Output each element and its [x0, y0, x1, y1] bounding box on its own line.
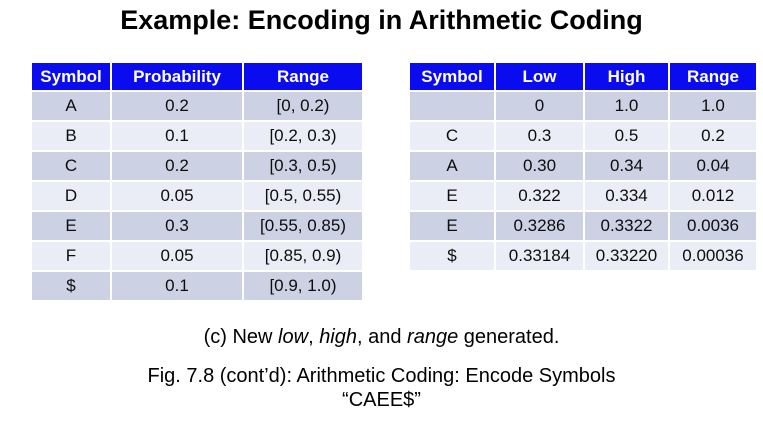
table-row: B 0.1 [0.2, 0.3): [32, 122, 362, 150]
table-cell: [410, 92, 494, 120]
table-cell: 0.012: [670, 182, 756, 210]
table-cell: 0.334: [585, 182, 668, 210]
table-cell: [0.55, 0.85): [244, 212, 362, 240]
table-row: A 0.30 0.34 0.04: [410, 152, 756, 180]
table-cell: 0.05: [112, 182, 242, 210]
table-cell: $: [410, 242, 494, 270]
table-row: D 0.05 [0.5, 0.55): [32, 182, 362, 210]
header-row: Symbol Low High Range: [410, 63, 756, 90]
figure-caption-line2: “CAEE$”: [342, 389, 421, 411]
table-cell: 1.0: [585, 92, 668, 120]
table-cell: 0.30: [496, 152, 583, 180]
tables-container: Symbol Probability Range A 0.2 [0, 0.2) B 0.1 [0…: [30, 61, 758, 302]
column-header: High: [585, 63, 668, 90]
table-cell: F: [32, 242, 110, 270]
table-cell: 0.3: [496, 122, 583, 150]
caption-italic-high: high: [319, 326, 357, 348]
table-cell: [0.9, 1.0): [244, 272, 362, 300]
subfigure-caption: (c) New low, high, and range generated.: [0, 326, 763, 349]
table-cell: 0.2: [112, 92, 242, 120]
table-cell: 0.1: [112, 272, 242, 300]
table-cell: 1.0: [670, 92, 756, 120]
table-cell: 0.04: [670, 152, 756, 180]
table-cell: [0.5, 0.55): [244, 182, 362, 210]
column-header: Low: [496, 63, 583, 90]
table-cell: 0.3: [112, 212, 242, 240]
table-cell: A: [32, 92, 110, 120]
table-cell: C: [32, 152, 110, 180]
caption-italic-range: range: [407, 326, 459, 348]
table-row: 0 1.0 1.0: [410, 92, 756, 120]
table-row: F 0.05 [0.85, 0.9): [32, 242, 362, 270]
slide-title: Example: Encoding in Arithmetic Coding: [120, 5, 643, 35]
table-cell: 0.3286: [496, 212, 583, 240]
table-row: E 0.3286 0.3322 0.0036: [410, 212, 756, 240]
table-row: $0.1 [0.9, 1.0): [32, 272, 362, 300]
table-row: $0.33184 0.33220 0.00036: [410, 242, 756, 270]
figure-caption-line1: Fig. 7.8 (cont’d): Arithmetic Coding: En…: [147, 365, 616, 387]
column-header: Symbol: [410, 63, 494, 90]
table-cell: 0.2: [112, 152, 242, 180]
table-cell: E: [410, 212, 494, 240]
table-cell: E: [32, 212, 110, 240]
figure-caption: Fig. 7.8 (cont’d): Arithmetic Coding: En…: [0, 364, 763, 412]
table-cell: E: [410, 182, 494, 210]
table-row: C 0.3 0.5 0.2: [410, 122, 756, 150]
table-cell: D: [32, 182, 110, 210]
table-row: C 0.2 [0.3, 0.5): [32, 152, 362, 180]
table-cell: [0.3, 0.5): [244, 152, 362, 180]
table-cell: 0: [496, 92, 583, 120]
table-cell: 0.00036: [670, 242, 756, 270]
table-cell: 0.05: [112, 242, 242, 270]
table-cell: $: [32, 272, 110, 300]
table-cell: 0.3322: [585, 212, 668, 240]
table-cell: 0.34: [585, 152, 668, 180]
column-header: Symbol: [32, 63, 110, 90]
table-row: A 0.2 [0, 0.2): [32, 92, 362, 120]
table-cell: C: [410, 122, 494, 150]
table-cell: [0.85, 0.9): [244, 242, 362, 270]
table-cell: 0.33184: [496, 242, 583, 270]
symbol-probability-range-table: Symbol Probability Range A 0.2 [0, 0.2) B 0.1 [0…: [30, 61, 364, 302]
table-cell: B: [32, 122, 110, 150]
caption-text: ,: [308, 326, 320, 348]
table-cell: [0.2, 0.3): [244, 122, 362, 150]
column-header: Probability: [112, 63, 242, 90]
table-cell: 0.1: [112, 122, 242, 150]
encode-steps-low-high-range-table: Symbol Low High Range 0 1.0 1.0 C 0.3 0.5 0.2 A 0.30…: [408, 61, 758, 272]
caption-text: (c) New: [203, 326, 279, 348]
table-row: E 0.3 [0.55, 0.85): [32, 212, 362, 240]
table-row: E 0.322 0.334 0.012: [410, 182, 756, 210]
table-cell: [0, 0.2): [244, 92, 362, 120]
caption-italic-low: low: [278, 326, 309, 348]
table-cell: 0.2: [670, 122, 756, 150]
column-header: Range: [244, 63, 362, 90]
table-cell: 0.33220: [585, 242, 668, 270]
caption-text: generated.: [458, 326, 560, 348]
header-row: Symbol Probability Range: [32, 63, 362, 90]
column-header: Range: [670, 63, 756, 90]
table-cell: 0.5: [585, 122, 668, 150]
table-cell: A: [410, 152, 494, 180]
table-cell: 0.322: [496, 182, 583, 210]
caption-text: , and: [357, 326, 408, 348]
table-cell: 0.0036: [670, 212, 756, 240]
